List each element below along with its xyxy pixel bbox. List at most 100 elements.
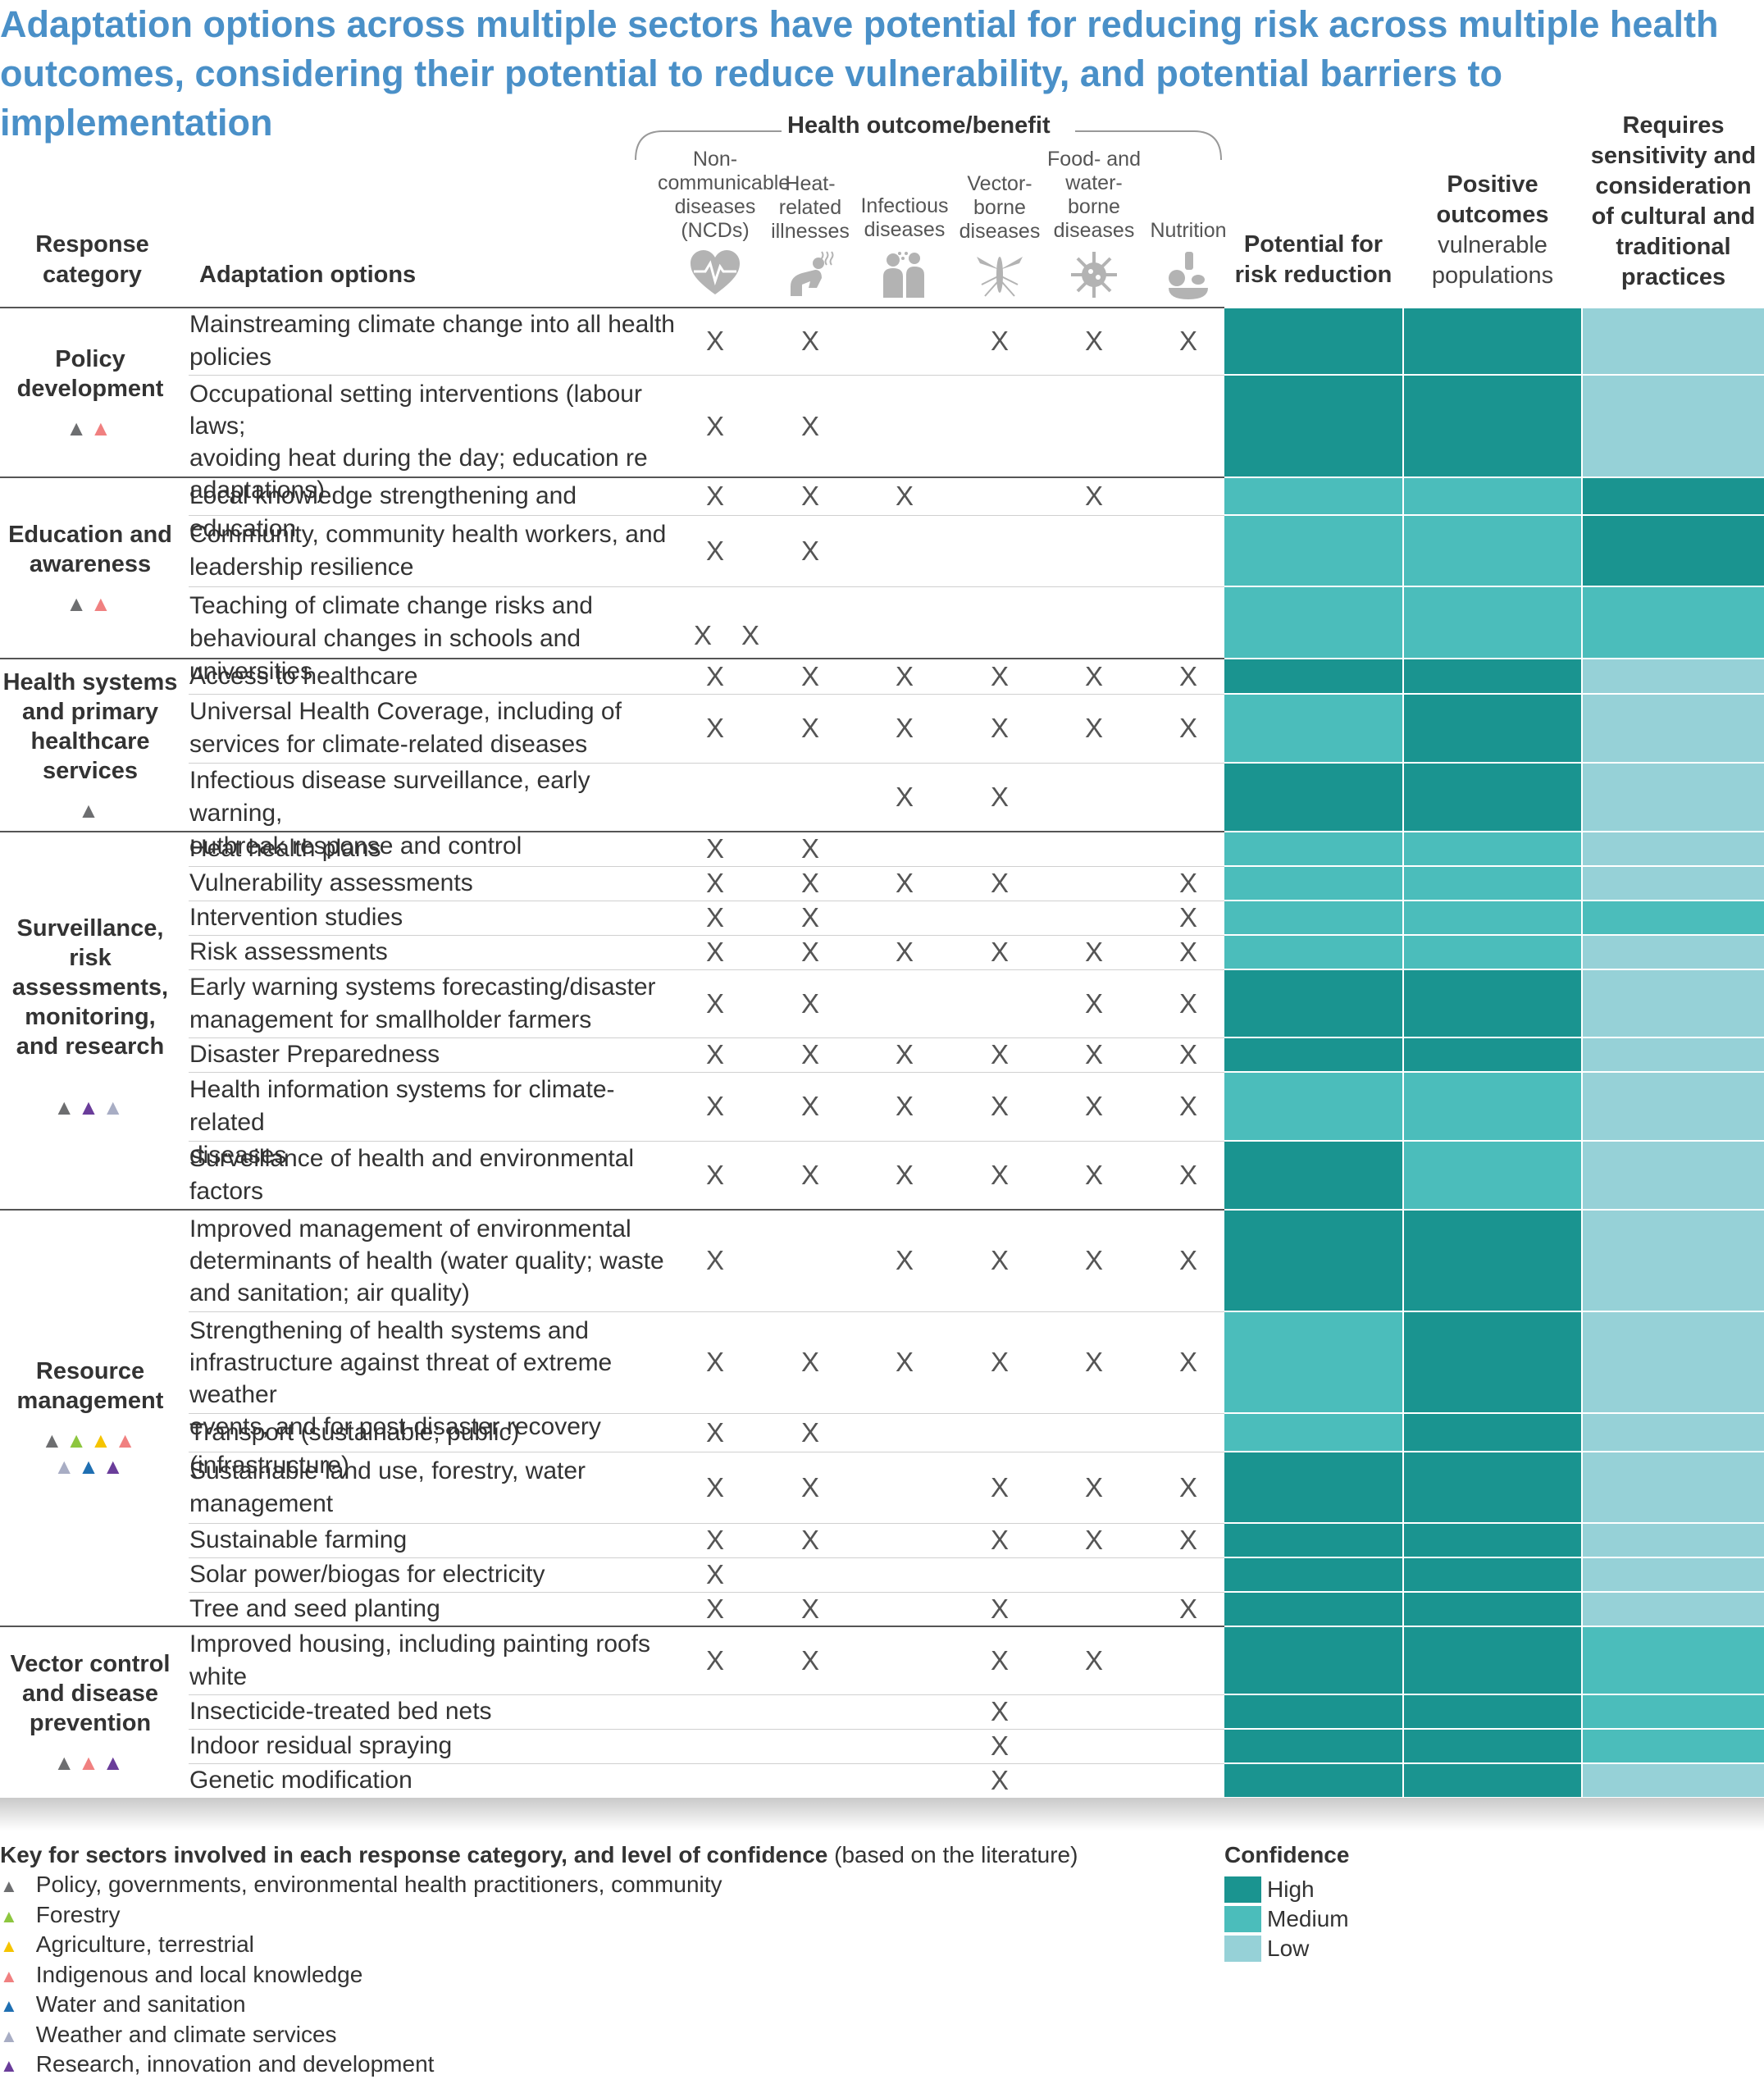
outcome-mark: X [705,833,724,864]
confidence-cell [1404,1414,1581,1451]
outcome-mark: X [895,1245,914,1275]
mosquito-icon [977,257,1023,297]
adaptation-option: Heat health plans [189,832,681,865]
confidence-cell [1404,1073,1581,1140]
row-divider [189,1729,1224,1730]
confidence-label: Low [1267,1936,1310,1961]
outcome-mark: X [693,620,712,650]
header-outcome-line: Infectious [860,194,949,217]
header-brace [635,130,1222,161]
category-line: Surveillance, [16,915,164,942]
sector-triangle-icon: ▲ [41,1428,66,1452]
sector-triangle-icon: ▲ [102,1454,127,1479]
outcome-mark: X [895,1091,914,1121]
outcome-mark: X [741,620,759,650]
header-outcome-line: illnesses [771,220,850,243]
row-divider [189,1413,1224,1414]
header-outcome-line: diseases [674,195,756,218]
response-category: Education and awareness [0,520,180,579]
outcome-mark: X [705,1471,724,1502]
adaptation-option: Disaster Preparedness [189,1038,681,1071]
row-divider [189,1763,1224,1764]
confidence-cell [1583,1524,1764,1557]
confidence-cell [1583,1142,1764,1209]
sector-triangles: ▲▲ [0,591,180,617]
confidence-cell [1224,1593,1402,1626]
outcome-mark: X [705,660,724,691]
option-line: and sanitation; air quality) [189,1279,470,1306]
header-response-category: Response category [0,230,185,290]
outcome-mark: X [705,1644,724,1676]
category-line: Vector control [10,1650,171,1677]
confidence-cell [1404,1312,1581,1412]
header-outcome-line: related [778,196,842,219]
outcome-mark: X [800,1039,819,1069]
outcome-mark: X [1178,326,1197,356]
outcome-mark: X [990,1471,1009,1502]
key-item: ▲ Indigenous and local knowledge [0,1960,362,1991]
confidence-cell [1404,1627,1581,1694]
outcome-mark: X [800,660,819,691]
response-category: Health systems and primary healthcare servi… [0,668,180,786]
option-line: Disaster Preparedness [189,1041,440,1068]
header-outcome-line: borne [1068,195,1120,218]
category-line: services [42,757,139,784]
adaptation-option: Infectious disease surveillance, early w… [189,764,681,863]
confidence-cell [1224,308,1402,374]
header-outcome: Nutrition [1131,219,1246,243]
confidence-cell [1404,1764,1581,1797]
header-potential: Potential for risk reduction [1224,230,1402,290]
outcome-mark: X [800,1347,819,1377]
row-divider [189,866,1224,867]
option-line: Tree and seed planting [189,1595,440,1622]
outcome-mark: X [990,326,1009,356]
category-line: and disease [21,1680,159,1707]
group-divider [0,658,1224,659]
header-line: vulnerable [1438,232,1547,258]
sector-triangle-icon: ▲ [53,1749,79,1775]
category-line: risk [69,945,112,971]
germ-icon [1071,252,1117,298]
outcome-mark: X [990,1644,1009,1676]
confidence-title: Confidence [1224,1842,1350,1867]
header-line: Potential for [1243,231,1383,258]
adaptation-option: Vulnerability assessments [189,867,681,900]
row-divider [189,694,1224,695]
confidence-cell [1224,376,1402,477]
adaptation-option: Local knowledge strengthening and educat… [189,480,681,545]
confidence-cell [1404,1524,1581,1557]
sector-triangle-icon: ▲ [90,415,115,440]
confidence-cell [1224,587,1402,658]
category-line: and primary [22,698,158,725]
key-item: ▲ Agriculture, terrestrial [0,1930,254,1961]
outcome-mark: X [1178,1525,1197,1555]
sector-triangle-icon: ▲ [90,1428,115,1452]
infectious-icon [883,252,924,298]
header-requires: Requires sensitivity and consideration of c… [1583,111,1764,293]
option-line: Mainstreaming climate change into all he… [189,311,675,338]
option-line: behavioural changes in schools and unive… [189,625,581,685]
confidence-cell [1583,1452,1764,1522]
sector-triangles: ▲▲▲ [0,1749,180,1776]
outcome-mark: X [800,1644,819,1676]
header-line: outcomes [1436,202,1549,228]
outcome-mark: X [1084,1644,1103,1676]
confidence-cell [1404,1730,1581,1762]
outcome-mark: X [705,902,724,933]
confidence-cell [1583,936,1764,969]
sector-triangle-icon: ▲ [53,1095,79,1119]
adaptation-option: Risk assessments [189,936,681,969]
outcome-mark: X [990,1091,1009,1121]
outcome-mark: X [705,987,724,1019]
sector-triangle-icon: ▲ [90,591,115,616]
adaptation-option: Solar power/biogas for electricity [189,1558,681,1591]
header-line: consideration [1595,173,1752,199]
confidence-cell [1583,516,1764,586]
outcome-mark: X [1178,1245,1197,1275]
confidence-cell [1224,867,1402,900]
outcome-mark: X [1084,1471,1103,1502]
outcome-mark: X [705,1039,724,1069]
option-line: Improved housing, including painting roo… [189,1630,651,1658]
confidence-swatch [1224,1906,1261,1932]
outcome-mark: X [800,1594,819,1624]
